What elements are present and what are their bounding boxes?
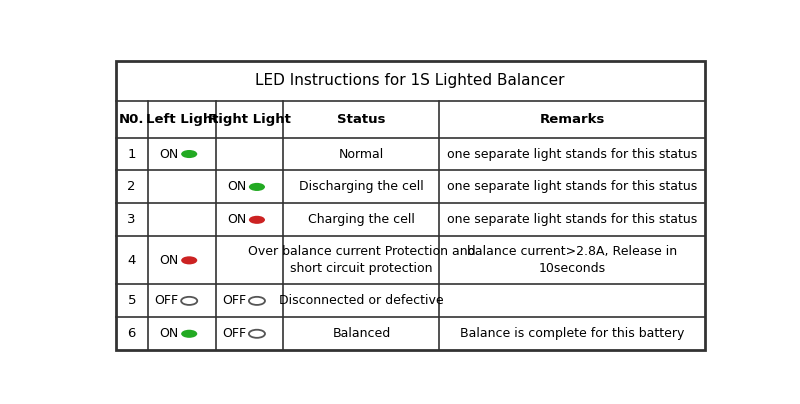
Circle shape (249, 216, 265, 224)
Text: 3: 3 (127, 213, 136, 226)
Text: Over balance current Protection and
short circuit protection: Over balance current Protection and shor… (247, 245, 475, 276)
Text: Status: Status (337, 113, 386, 126)
Text: Right Light: Right Light (208, 113, 291, 126)
Text: N0.: N0. (119, 113, 145, 126)
Circle shape (181, 330, 198, 338)
Text: ON: ON (227, 181, 246, 194)
Text: Balanced: Balanced (332, 327, 390, 340)
Text: Charging the cell: Charging the cell (308, 213, 415, 226)
Text: balance current>2.8A, Release in
10seconds: balance current>2.8A, Release in 10secon… (467, 245, 677, 276)
Text: OFF: OFF (222, 327, 246, 340)
Circle shape (181, 256, 198, 264)
Text: ON: ON (227, 213, 246, 226)
Text: 5: 5 (127, 295, 136, 307)
Text: 1: 1 (127, 147, 136, 160)
Text: one separate light stands for this status: one separate light stands for this statu… (447, 213, 697, 226)
Text: 2: 2 (127, 181, 136, 194)
Text: ON: ON (159, 147, 178, 160)
Text: Balance is complete for this battery: Balance is complete for this battery (460, 327, 684, 340)
Text: Left Light: Left Light (146, 113, 218, 126)
Text: Disconnected or defective: Disconnected or defective (279, 295, 444, 307)
Text: Remarks: Remarks (539, 113, 605, 126)
Text: one separate light stands for this status: one separate light stands for this statu… (447, 147, 697, 160)
Text: OFF: OFF (222, 295, 246, 307)
Text: OFF: OFF (154, 295, 178, 307)
Text: 4: 4 (127, 254, 136, 267)
Text: Discharging the cell: Discharging the cell (299, 181, 424, 194)
Text: ON: ON (159, 254, 178, 267)
Text: LED Instructions for 1S Lighted Balancer: LED Instructions for 1S Lighted Balancer (255, 74, 565, 88)
Circle shape (249, 183, 265, 191)
Text: 6: 6 (127, 327, 136, 340)
Text: Normal: Normal (338, 147, 384, 160)
Circle shape (181, 150, 198, 158)
Text: one separate light stands for this status: one separate light stands for this statu… (447, 181, 697, 194)
Text: ON: ON (159, 327, 178, 340)
